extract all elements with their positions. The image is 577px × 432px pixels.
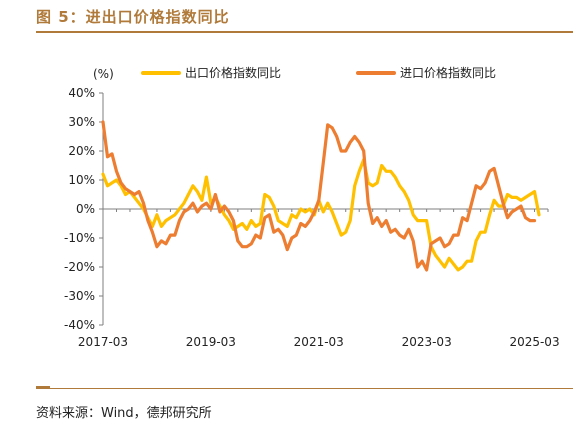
source-note: 资料来源：Wind，德邦研究所 [36, 406, 212, 421]
y-tick-label: 20% [68, 144, 95, 158]
y-tick-label: 40% [68, 86, 95, 100]
y-tick-label: -30% [64, 289, 95, 303]
export-price-index-line [101, 158, 541, 272]
footer-divider [36, 388, 573, 389]
x-tick-label: 2017-03 [78, 335, 128, 349]
x-tick-label: 2023-03 [402, 335, 452, 349]
series-lines [101, 120, 541, 272]
axes: -40% -30% -20% -10% 0% 10% 20% 30% 40% 2017-03 201… [64, 67, 560, 349]
y-unit-label: (%) [93, 67, 114, 81]
legend: 出口价格指数同比 进口价格指数同比 [141, 65, 496, 80]
y-tick-label: -40% [64, 318, 95, 332]
import-price-index-line [101, 120, 537, 272]
y-tick-label: -20% [64, 260, 95, 274]
y-tick-label: 0% [76, 202, 95, 216]
legend-label-export: 出口价格指数同比 [185, 65, 281, 80]
y-tick-label: 10% [68, 173, 95, 187]
y-tick-label: 30% [68, 115, 95, 129]
title-divider [36, 31, 573, 33]
figure-title: 图 5：进出口价格指数同比 [36, 8, 230, 26]
x-tick-label: 2019-03 [186, 335, 236, 349]
line-chart: -40% -30% -20% -10% 0% 10% 20% 30% 40% 2017-03 201… [64, 65, 560, 349]
x-tick-label: 2021-03 [294, 335, 344, 349]
x-tick-label: 2025-03 [509, 335, 559, 349]
y-tick-label: -10% [64, 231, 95, 245]
legend-label-import: 进口价格指数同比 [400, 65, 496, 80]
footer-divider-accent [36, 386, 50, 389]
